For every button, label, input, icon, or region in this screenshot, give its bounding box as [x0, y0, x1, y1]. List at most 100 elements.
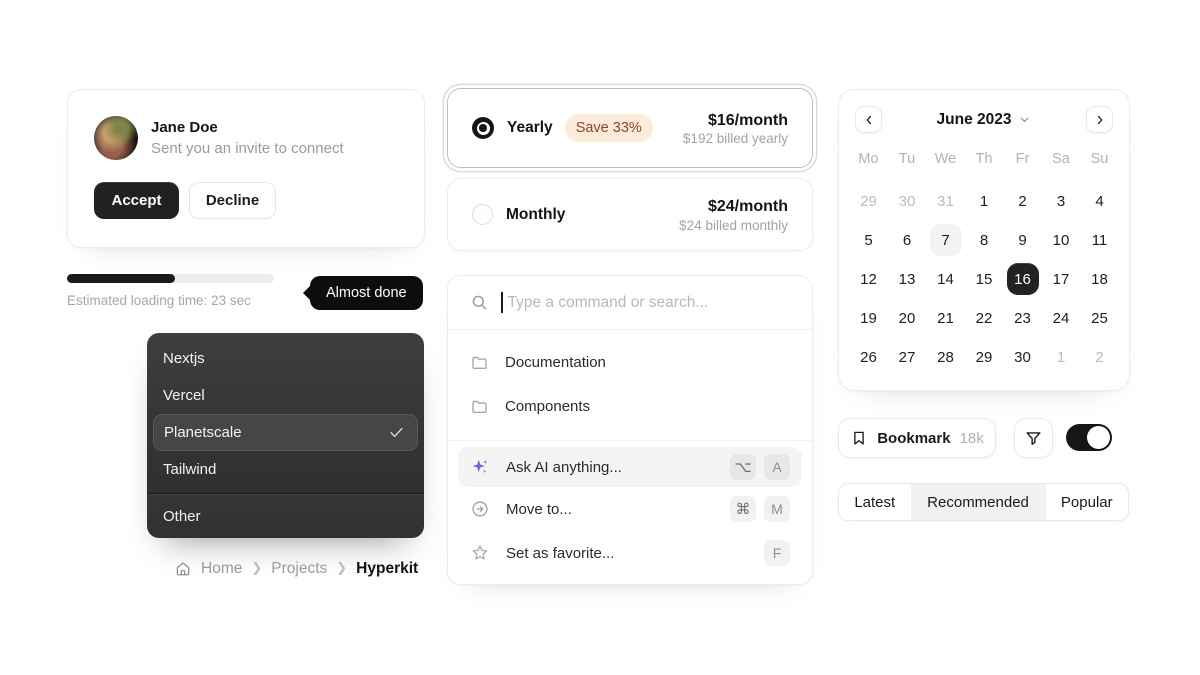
bookmark-icon [850, 429, 868, 447]
calendar-day[interactable]: 27 [898, 348, 916, 366]
calendar-day[interactable]: 3 [1056, 192, 1066, 210]
tabs-segmented-control: Latest Recommended Popular [838, 483, 1129, 521]
breadcrumb-current: Hyperkit [356, 560, 419, 577]
plan-yearly-billed: $192 billed yearly [682, 131, 788, 147]
bookmark-button[interactable]: Bookmark 18k [838, 418, 996, 458]
plan-yearly-card[interactable]: Yearly Save 33% $16/month $192 billed ye… [447, 88, 813, 168]
calendar-weekday-row: Mo Tu We Th Fr Sa Su [858, 151, 1109, 167]
menu-item-nextjs[interactable]: Nextjs [163, 350, 205, 367]
menu-divider [147, 493, 424, 494]
breadcrumb-home[interactable]: Home [201, 560, 243, 577]
tab-recommended[interactable]: Recommended [910, 484, 1046, 520]
calendar-day[interactable]: 8 [979, 231, 989, 249]
calendar-day[interactable]: 23 [1014, 309, 1031, 327]
folder-icon [470, 397, 489, 416]
key-m: M [764, 496, 790, 522]
star-icon [470, 543, 490, 563]
radio-selected-icon[interactable] [472, 117, 494, 139]
calendar-day[interactable]: 29 [860, 192, 877, 210]
plan-yearly-label: Yearly [507, 119, 553, 136]
calendar-day[interactable]: 6 [902, 231, 912, 249]
calendar-day[interactable]: 11 [1091, 231, 1108, 249]
calendar-day[interactable]: 5 [864, 231, 873, 249]
calendar-day[interactable]: 14 [937, 270, 954, 288]
filter-icon [1024, 429, 1043, 448]
decline-button[interactable]: Decline [189, 182, 276, 219]
tooltip-text: Almost done [326, 285, 407, 301]
calendar-day[interactable]: 30 [1014, 348, 1031, 366]
calendar-prev-button[interactable] [855, 106, 882, 133]
key-f: F [764, 540, 790, 566]
calendar-day[interactable]: 20 [898, 309, 916, 327]
key-option: ⌥ [730, 454, 756, 480]
key-a: A [764, 454, 790, 480]
calendar-day[interactable]: 31 [937, 192, 954, 210]
calendar-day[interactable]: 18 [1091, 270, 1108, 288]
tab-popular[interactable]: Popular [1060, 493, 1113, 511]
filter-button[interactable] [1014, 418, 1053, 458]
chevron-right-icon: ❯ [251, 560, 263, 575]
calendar-day[interactable]: 12 [860, 270, 877, 288]
calendar-day[interactable]: 13 [898, 270, 916, 288]
plan-monthly-card[interactable]: Monthly $24/month $24 billed monthly [447, 178, 813, 251]
progress-label: Estimated loading time: 23 sec [67, 293, 251, 308]
palette-action-set-favorite[interactable]: Set as favorite... F [448, 531, 812, 575]
folder-icon [470, 353, 489, 372]
palette-action-ask-ai[interactable]: Ask AI anything... ⌥ A [458, 447, 802, 487]
move-icon [470, 499, 490, 519]
invite-message: Sent you an invite to connect [151, 140, 344, 158]
text-cursor [501, 292, 503, 313]
sparkle-icon [470, 457, 490, 477]
menu-item-tailwind[interactable]: Tailwind [163, 461, 217, 478]
calendar-month-selector[interactable]: June 2023 [937, 111, 1032, 129]
invite-name: Jane Doe [151, 118, 218, 136]
invite-card: Jane Doe Sent you an invite to connect A… [67, 89, 425, 248]
calendar-day[interactable]: 30 [898, 192, 916, 210]
menu-item-other[interactable]: Other [147, 494, 424, 538]
calendar-day[interactable]: 22 [975, 309, 993, 327]
accept-button[interactable]: Accept [94, 182, 179, 219]
calendar-day[interactable]: 1 [979, 192, 989, 210]
calendar-day[interactable]: 10 [1052, 231, 1070, 249]
calendar-next-button[interactable] [1086, 106, 1113, 133]
calendar-day[interactable]: 1 [1056, 348, 1066, 366]
calendar-day[interactable]: 2 [1095, 348, 1104, 366]
calendar-day[interactable]: 17 [1052, 270, 1070, 288]
menu-item-vercel[interactable]: Vercel [163, 387, 205, 404]
calendar-day[interactable]: 7 [929, 224, 962, 256]
calendar-day[interactable]: 15 [975, 270, 993, 288]
calendar-day[interactable]: 28 [937, 348, 954, 366]
chevron-down-icon [1018, 113, 1031, 126]
palette-item-components[interactable]: Components [448, 384, 812, 428]
calendar-day[interactable]: 24 [1052, 309, 1070, 327]
search-icon [470, 293, 489, 312]
calendar-day[interactable]: 2 [1018, 192, 1027, 210]
calendar-day[interactable]: 4 [1095, 192, 1104, 210]
save-badge: Save 33% [564, 114, 653, 142]
chevron-right-icon: ❯ [336, 560, 348, 575]
calendar-day[interactable]: 21 [937, 309, 954, 327]
palette-action-move-to[interactable]: Move to... ⌘ M [448, 487, 812, 531]
toggle-knob [1087, 426, 1110, 449]
calendar-day[interactable]: 19 [860, 309, 877, 327]
breadcrumb-projects[interactable]: Projects [271, 560, 328, 577]
bookmark-count: 18k [959, 429, 984, 447]
key-command: ⌘ [730, 496, 756, 522]
calendar-day[interactable]: 29 [975, 348, 993, 366]
calendar-day[interactable]: 16 [1006, 263, 1039, 295]
check-icon [388, 424, 405, 441]
toggle-switch[interactable] [1066, 424, 1112, 451]
menu-item-planetscale[interactable]: Planetscale [153, 414, 418, 451]
calendar-day[interactable]: 25 [1091, 309, 1108, 327]
palette-item-documentation[interactable]: Documentation [448, 340, 812, 384]
command-search-input[interactable]: Type a command or search... [448, 276, 812, 330]
search-placeholder: Type a command or search... [507, 293, 709, 311]
radio-unselected-icon[interactable] [472, 204, 493, 225]
tab-latest[interactable]: Latest [854, 493, 896, 511]
avatar [94, 116, 138, 160]
calendar-day[interactable]: 9 [1018, 231, 1027, 249]
calendar-day[interactable]: 26 [860, 348, 877, 366]
calendar: June 2023 Mo Tu We Th Fr Sa Su 29 30 31 1 2 3… [838, 89, 1130, 391]
progress-tooltip: Almost done [310, 276, 423, 310]
